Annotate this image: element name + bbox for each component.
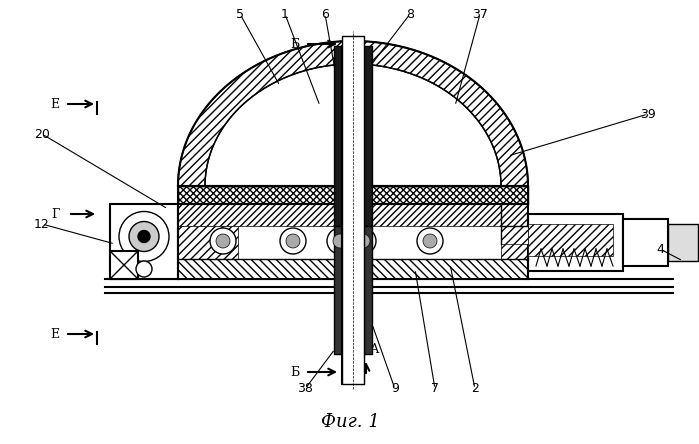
- Circle shape: [119, 211, 169, 262]
- Bar: [178, 204, 528, 226]
- Bar: [623, 219, 668, 266]
- Circle shape: [280, 228, 306, 254]
- Circle shape: [216, 234, 230, 248]
- Text: 37: 37: [472, 8, 488, 20]
- Text: 12: 12: [34, 218, 50, 230]
- Circle shape: [138, 230, 150, 242]
- Bar: [334, 226, 372, 354]
- Text: А: А: [370, 343, 380, 356]
- Text: Фиг. 1: Фиг. 1: [321, 413, 380, 431]
- Polygon shape: [178, 41, 528, 186]
- Text: 1: 1: [281, 8, 289, 20]
- Bar: [110, 204, 178, 279]
- Circle shape: [286, 234, 300, 248]
- Circle shape: [333, 234, 347, 248]
- Text: Е: Е: [50, 328, 59, 341]
- Circle shape: [129, 222, 159, 251]
- Text: 7: 7: [431, 382, 439, 396]
- Text: Б: Б: [290, 37, 300, 51]
- Bar: [342, 36, 364, 384]
- Bar: [528, 224, 613, 256]
- Bar: [501, 226, 528, 244]
- Text: Е: Е: [50, 98, 59, 111]
- Circle shape: [136, 261, 152, 277]
- Bar: [668, 224, 698, 261]
- Text: 2: 2: [471, 382, 479, 396]
- Text: Б: Б: [290, 365, 300, 378]
- Bar: [501, 226, 528, 259]
- Bar: [334, 46, 372, 226]
- Bar: [178, 259, 528, 279]
- Bar: [110, 251, 138, 279]
- Bar: [178, 186, 528, 204]
- Bar: [528, 214, 623, 271]
- Bar: [342, 46, 364, 384]
- Text: Г: Г: [51, 207, 59, 221]
- Text: 4: 4: [656, 242, 664, 255]
- Circle shape: [356, 234, 370, 248]
- Circle shape: [417, 228, 443, 254]
- Text: 20: 20: [34, 127, 50, 140]
- Text: 6: 6: [321, 8, 329, 20]
- Text: 5: 5: [236, 8, 244, 20]
- Text: 39: 39: [640, 107, 656, 120]
- Text: 8: 8: [406, 8, 414, 20]
- Circle shape: [327, 228, 353, 254]
- Circle shape: [423, 234, 437, 248]
- Text: 38: 38: [297, 382, 313, 396]
- Circle shape: [350, 228, 376, 254]
- Text: 9: 9: [391, 382, 399, 396]
- Circle shape: [210, 228, 236, 254]
- Bar: [178, 226, 238, 259]
